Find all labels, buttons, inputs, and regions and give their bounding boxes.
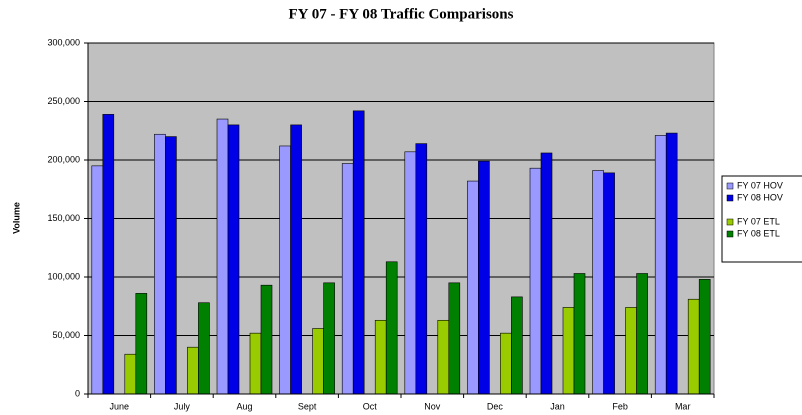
bar bbox=[352, 110, 365, 395]
bar bbox=[249, 332, 262, 395]
y-tick-label: 150,000 bbox=[47, 213, 80, 223]
bar bbox=[573, 273, 586, 395]
bar bbox=[625, 307, 637, 395]
bar bbox=[227, 124, 240, 395]
bar bbox=[198, 302, 210, 395]
y-tick-label: 250,000 bbox=[47, 96, 80, 106]
y-tick-label: 0 bbox=[75, 388, 80, 398]
bar bbox=[698, 279, 711, 395]
chart-title: FY 07 - FY 08 Traffic Comparisons bbox=[289, 6, 514, 22]
bar bbox=[478, 160, 490, 395]
legend-swatch bbox=[726, 194, 734, 202]
bar bbox=[279, 145, 291, 395]
bar bbox=[437, 319, 450, 395]
bar bbox=[687, 298, 700, 395]
bar bbox=[385, 261, 398, 395]
bar bbox=[500, 332, 512, 395]
legend-label: FY 07 HOV bbox=[737, 180, 783, 190]
bar bbox=[665, 132, 678, 395]
bar bbox=[540, 152, 553, 395]
legend-swatch bbox=[726, 230, 734, 238]
bar bbox=[165, 136, 177, 395]
bar bbox=[654, 135, 667, 395]
bar bbox=[404, 151, 417, 395]
legend-swatch bbox=[726, 218, 734, 226]
bar bbox=[91, 165, 104, 395]
legend-label: FY 08 HOV bbox=[737, 192, 783, 202]
y-tick-label: 200,000 bbox=[47, 154, 80, 164]
bar bbox=[102, 114, 115, 395]
bar bbox=[312, 328, 324, 395]
bar bbox=[154, 133, 166, 395]
bar bbox=[636, 273, 648, 395]
x-tick-label: Aug bbox=[236, 401, 252, 411]
y-tick-label: 50,000 bbox=[52, 330, 80, 340]
bar bbox=[511, 296, 523, 395]
legend-swatch bbox=[726, 182, 734, 190]
x-tick-label: Dec bbox=[487, 401, 504, 411]
legend-box bbox=[721, 175, 802, 263]
bar bbox=[529, 167, 542, 395]
legend-label: FY 07 ETL bbox=[737, 216, 780, 226]
bar bbox=[323, 282, 335, 395]
bar bbox=[187, 346, 199, 395]
x-tick-label: Nov bbox=[424, 401, 441, 411]
bar bbox=[216, 118, 229, 395]
x-tick-label: Jan bbox=[550, 401, 565, 411]
legend-label: FY 08 ETL bbox=[737, 228, 780, 238]
y-tick-label: 100,000 bbox=[47, 271, 80, 281]
x-tick-label: Sept bbox=[298, 401, 317, 411]
bar bbox=[124, 353, 137, 395]
x-tick-label: June bbox=[110, 401, 130, 411]
bar bbox=[562, 307, 575, 395]
bar bbox=[260, 284, 273, 395]
bar bbox=[135, 293, 148, 395]
y-tick-label: 300,000 bbox=[47, 37, 80, 47]
bar bbox=[603, 172, 615, 395]
x-tick-label: Mar bbox=[675, 401, 691, 411]
x-tick-label: Feb bbox=[612, 401, 628, 411]
bar bbox=[341, 163, 354, 395]
bar bbox=[290, 124, 302, 395]
bar bbox=[415, 143, 428, 395]
bar bbox=[467, 180, 479, 395]
y-axis-title: Volume bbox=[11, 202, 21, 234]
x-tick-label: July bbox=[174, 401, 191, 411]
bar bbox=[374, 319, 387, 395]
x-tick-label: Oct bbox=[363, 401, 378, 411]
bar bbox=[592, 170, 604, 395]
bar bbox=[448, 282, 461, 395]
